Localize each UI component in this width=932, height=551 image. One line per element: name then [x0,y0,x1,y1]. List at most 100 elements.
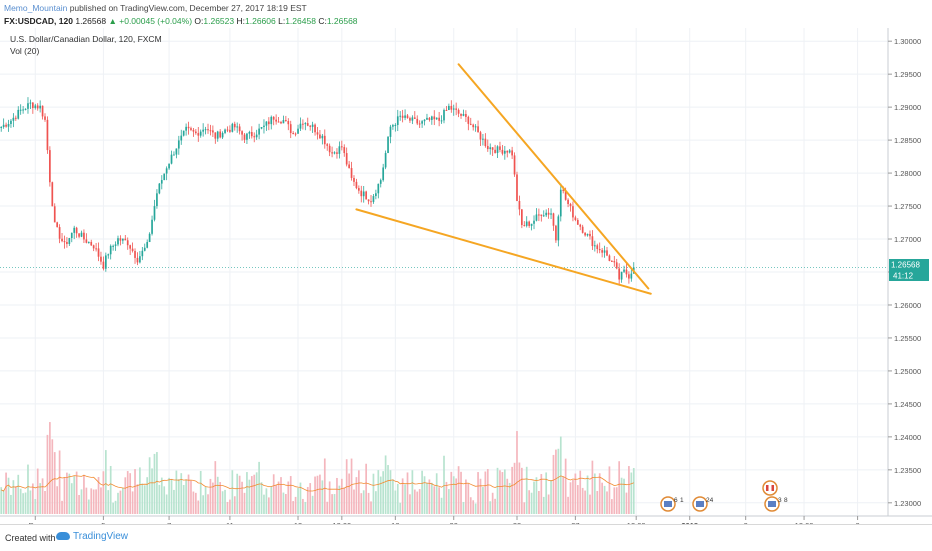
candle-body [63,241,66,243]
candle-body [122,238,124,241]
event-badge[interactable]: 24 [692,496,714,512]
candle-body [484,138,487,147]
volume-bar [596,491,599,514]
volume-bar [272,474,275,514]
candle-body [163,173,166,181]
time-scale[interactable]: Dec57111312:001820222712:002018312:008 [29,516,860,530]
event-badge[interactable] [762,480,778,496]
volume-bar [357,470,360,514]
candle-body [328,145,331,153]
candle-body [168,163,170,169]
candle-body [46,119,49,151]
volume-bar [511,466,513,514]
symbol-label[interactable]: FX:USDCAD, 120 [4,16,73,26]
candle-body [185,126,187,131]
candle-body [628,274,630,279]
candle-body [258,128,260,135]
chart-frame[interactable]: 6 1 24 3 8 1.30000 1.29500 1.29000 1.28500 1.280… [0,28,932,530]
y-tick-label: 1.26000 [894,301,921,310]
candle-body [618,268,621,280]
volume-bar [173,489,175,514]
author-link[interactable]: Memo_Mountain [4,3,68,13]
volume-bar [574,473,577,514]
candle-body [576,219,579,225]
volume-bar [567,496,569,514]
candle-body [365,191,367,200]
volume-bar [428,479,431,514]
volume-bar [238,475,241,514]
volume-bar [438,487,440,514]
volume-bar [430,482,433,514]
volume-bar [24,492,27,514]
volume-bar [525,466,528,514]
candle-body [270,116,273,125]
candle-body [282,120,285,124]
candle-body [472,124,475,128]
volume-bar [129,473,132,514]
candle-body [423,119,426,122]
high-label: H: [236,16,246,26]
volume-bar [292,501,295,514]
candle-body [229,129,231,132]
event-markers[interactable]: 6 1 24 3 8 [660,480,788,512]
volume-bar [435,473,438,514]
candle-body [49,150,51,183]
candle-body [557,216,560,241]
volume-bar [36,468,39,514]
tradingview-logo[interactable]: TradingView [56,531,128,542]
candle-body [299,123,302,129]
volume-bar [10,494,12,514]
candle-body [323,135,326,145]
event-count: 1 [680,497,684,504]
candle-body [272,116,275,120]
open-value: 1.26523 [203,16,235,26]
price-chart[interactable]: 6 1 24 3 8 1.30000 1.29500 1.29000 1.28500 1.280… [0,28,932,530]
candle-body [450,105,453,110]
candle-body [80,232,83,237]
volume-bar [124,477,127,514]
volume-bar [109,465,112,514]
candle-body [302,123,304,125]
candle-body [448,105,450,110]
candle-body [53,206,56,223]
trendline-lower[interactable] [355,208,652,295]
y-tick-label: 1.25500 [894,334,921,343]
footer: Created with TradingView [0,524,932,551]
candle-body [569,203,572,207]
volume-bar [387,465,389,514]
volume-bar [153,453,156,514]
candle-body [443,109,445,121]
volume-bar [197,500,200,514]
event-count: 24 [706,497,714,504]
volume-bar [46,434,49,514]
candle-body [27,103,29,109]
volume-bar [460,471,462,514]
candle-body [231,123,234,132]
candle-body [474,126,477,128]
candle-body [384,152,387,168]
candle-body [141,250,144,257]
trendline-upper[interactable] [457,63,650,290]
candle-body [321,135,324,139]
candle-body [630,273,633,279]
event-count: 8 [784,497,788,504]
candle-body [170,154,173,164]
volume-bar [221,491,224,514]
volume-bar [258,461,260,514]
candle-body [136,257,139,263]
candle-body [625,269,628,275]
y-tick-label: 1.27500 [894,202,921,211]
trendlines[interactable] [355,63,652,295]
volume-bar [606,491,608,514]
volume-bar [2,490,5,514]
volume-bar [528,490,531,514]
volume-bar [486,469,489,514]
volume-bar [192,491,195,514]
candle-body [367,199,370,202]
candle-body [287,121,290,125]
volume-bars [0,422,635,514]
volume-bar [618,461,621,514]
candle-body [598,249,601,251]
